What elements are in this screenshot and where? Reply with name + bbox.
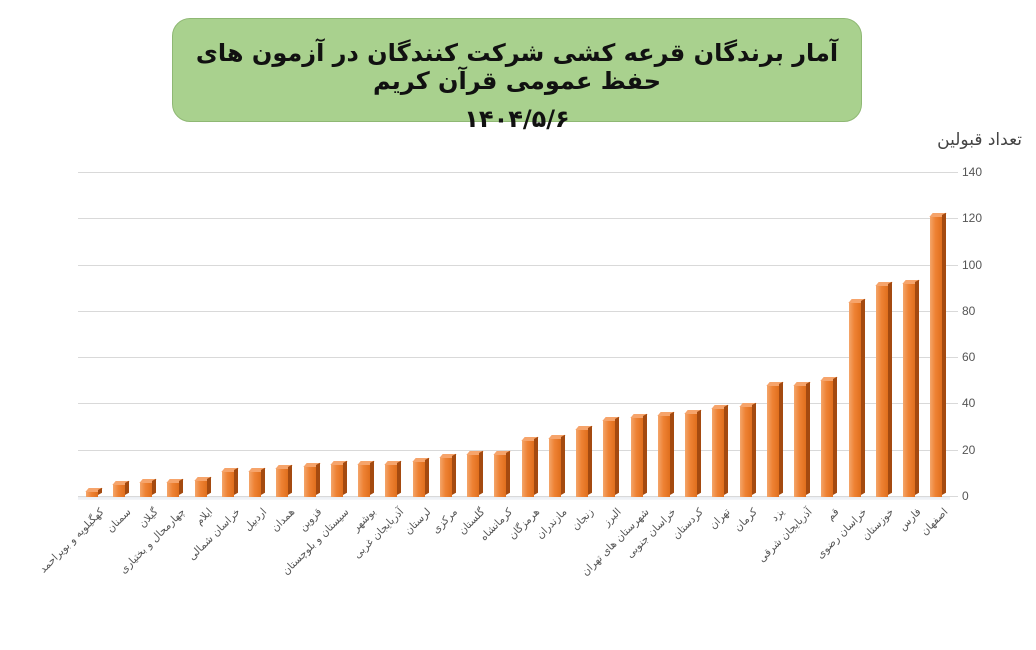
gridline <box>78 403 958 405</box>
x-category-label: البرز <box>601 506 624 529</box>
gridline <box>78 449 958 451</box>
bar <box>576 428 589 497</box>
bar <box>412 461 425 497</box>
chart-date: ۱۴۰۴/۵/۶ <box>464 105 570 133</box>
x-category-label: همدان <box>268 506 297 535</box>
bar <box>140 482 153 497</box>
bar <box>439 456 452 497</box>
y-tick-label: 20 <box>962 442 976 457</box>
x-category-label: سمنان <box>104 506 134 535</box>
bar <box>821 380 834 497</box>
y-tick-label: 100 <box>962 257 983 272</box>
x-category-label: قم <box>824 506 842 523</box>
bar <box>712 408 725 497</box>
y-axis-label: تعداد قبولین <box>937 130 1022 150</box>
bar <box>494 454 507 497</box>
bar <box>521 440 534 497</box>
bar <box>875 285 888 497</box>
bar <box>657 415 670 497</box>
bar <box>85 491 98 497</box>
bar <box>766 384 779 497</box>
gridline <box>78 264 958 266</box>
gridline <box>78 496 958 497</box>
x-category-label: یزد <box>769 506 788 524</box>
bar <box>630 417 643 497</box>
bar <box>603 419 616 497</box>
bar <box>249 470 262 497</box>
bar <box>739 405 752 497</box>
x-category-label: اردبیل <box>242 506 270 534</box>
x-category-label: تهران <box>707 506 733 532</box>
x-category-label: کرمان <box>732 506 761 534</box>
bar <box>330 463 343 497</box>
x-category-label: لرستان <box>402 506 434 538</box>
chart-title-box: آمار برندگان قرعه کشی شرکت کنندگان در آز… <box>172 18 862 133</box>
chart-title: آمار برندگان قرعه کشی شرکت کنندگان در آز… <box>195 39 839 95</box>
y-tick-label: 60 <box>962 350 976 365</box>
x-category-label: اصفهان <box>919 506 951 538</box>
y-tick-label: 80 <box>962 303 976 318</box>
bar <box>221 470 234 497</box>
bar <box>848 301 861 497</box>
bar <box>685 412 698 497</box>
bar <box>385 463 398 497</box>
x-category-label: مرکزی <box>430 506 461 537</box>
bar <box>358 463 371 497</box>
chart-floor <box>78 496 950 500</box>
bar <box>112 484 125 497</box>
y-tick-label: 40 <box>962 396 976 411</box>
bar <box>276 468 289 497</box>
x-category-label: کهگیلویه و بویراحمد <box>36 506 107 576</box>
bar <box>794 384 807 497</box>
bar <box>194 479 207 497</box>
gridline <box>78 310 958 312</box>
x-category-label: زنجان <box>569 506 597 533</box>
bar <box>467 454 480 497</box>
gridline <box>78 218 958 220</box>
bar <box>303 465 316 497</box>
bar <box>903 283 916 497</box>
bar <box>548 438 561 497</box>
y-tick-label: 0 <box>962 489 969 503</box>
gridline <box>78 357 958 359</box>
gridline <box>78 172 958 173</box>
bar <box>930 215 943 497</box>
y-tick-label: 140 <box>962 165 983 179</box>
y-tick-label: 120 <box>962 211 983 226</box>
x-category-label: ایلام <box>193 506 216 528</box>
bar <box>167 482 180 497</box>
